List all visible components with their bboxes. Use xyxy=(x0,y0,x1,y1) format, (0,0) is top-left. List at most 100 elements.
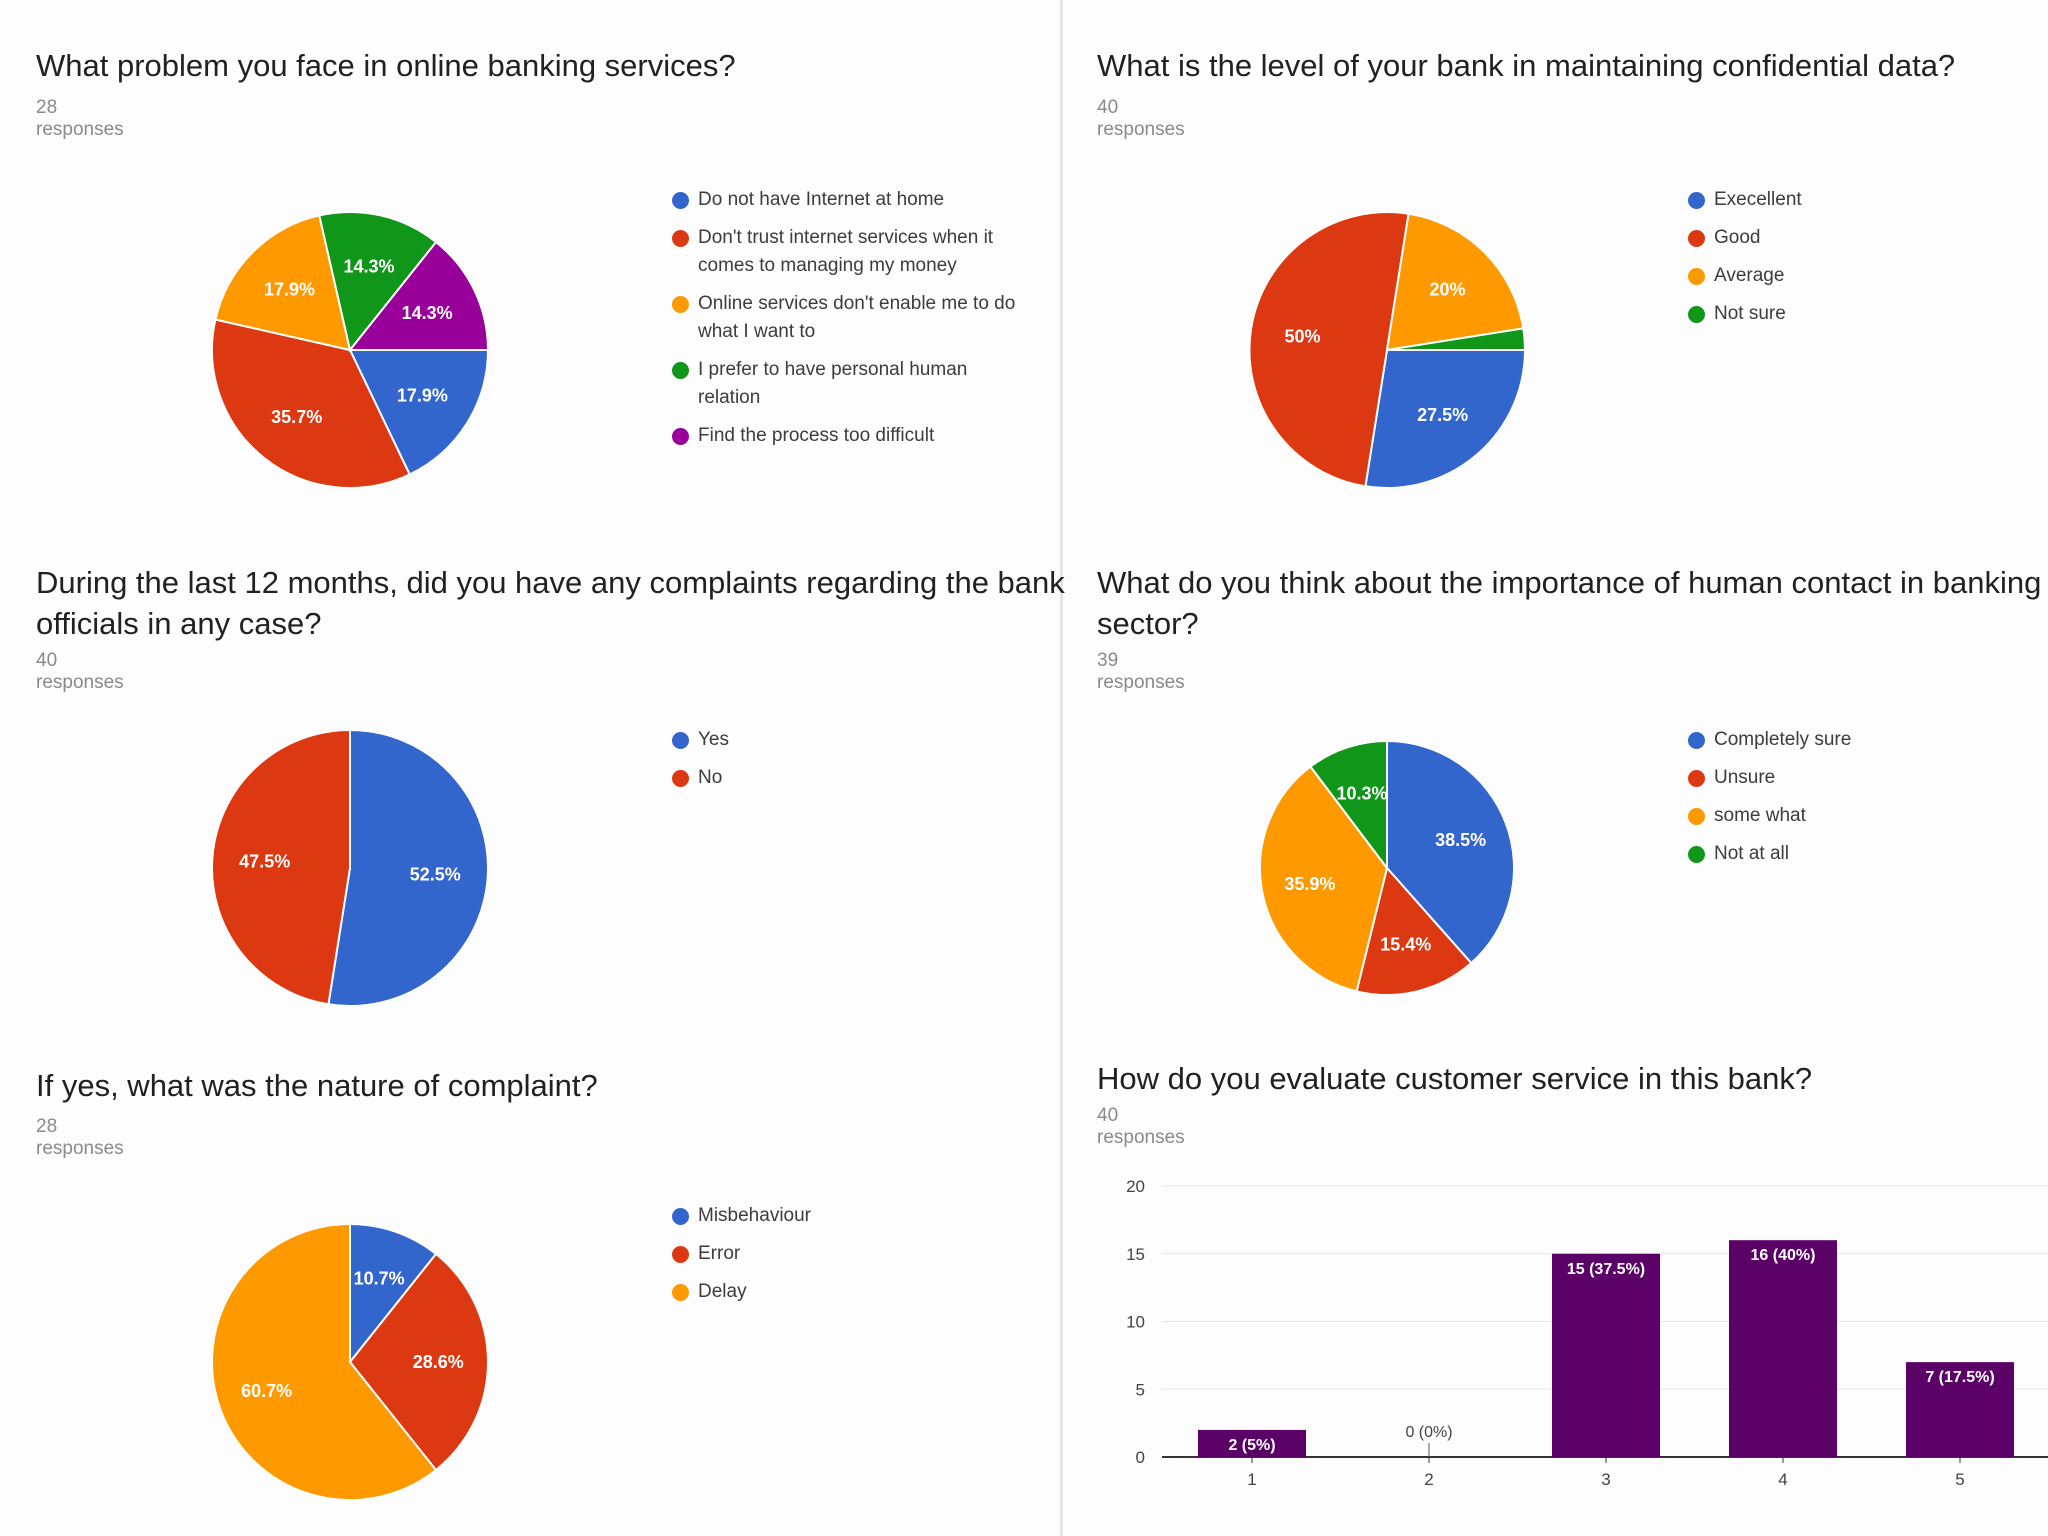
pie-slice-execellent xyxy=(1364,349,1527,489)
pie-slice-don-t-trust-internet-services-when-it-comes-to-managing-my-money xyxy=(211,318,412,489)
pie-chart: 10.7% 28.6% 60.7% xyxy=(211,1222,489,1501)
legend-swatch xyxy=(672,362,689,379)
legend-swatch xyxy=(672,230,689,247)
pie-slice-some-what xyxy=(1259,765,1389,993)
question-title: If yes, what was the nature of complaint… xyxy=(36,1068,598,1103)
legend-swatch xyxy=(672,770,689,787)
pie-chart: 27.5% 50% 20% xyxy=(1248,211,1527,489)
response-count: 28 responses xyxy=(36,1116,124,1159)
response-count: 28 responses xyxy=(36,97,124,140)
legend-swatch xyxy=(1688,770,1705,787)
bar-1 xyxy=(1198,1429,1306,1457)
pie-slice-label: 14.3% xyxy=(402,303,453,323)
legend-swatch xyxy=(672,192,689,209)
x-tick-label: 2 xyxy=(1424,1470,1433,1489)
chart-legend: Do not have Internet at home Don't trust … xyxy=(672,186,1032,460)
pie-slice-label: 52.5% xyxy=(410,865,461,885)
bar-data-label: 7 (17.5%) xyxy=(1925,1369,1994,1386)
legend-swatch xyxy=(1688,846,1705,863)
pie-slice-label: 15.4% xyxy=(1380,935,1431,955)
pie-slice-not-sure xyxy=(1386,327,1527,351)
pie-slice-label: 27.5% xyxy=(1417,405,1468,425)
legend-label: Not sure xyxy=(1714,303,1786,324)
legend-item-find-the-process-too-difficult: Find the process too difficult xyxy=(672,422,1032,450)
legend-label: I prefer to have personal human relation xyxy=(698,359,968,408)
pie-slice-label: 35.9% xyxy=(1284,874,1335,894)
x-tick-label: 5 xyxy=(1955,1470,1964,1489)
legend-label: Not at all xyxy=(1714,843,1789,864)
legend-item-unsure: Unsure xyxy=(1688,764,2018,792)
legend-item-not-sure: Not sure xyxy=(1688,300,2018,328)
legend-item-don-t-trust-internet-services-when-it-comes-to-managing-my-money: Don't trust internet services when it co… xyxy=(672,224,1032,280)
pie-slice-label: 17.9% xyxy=(264,280,315,300)
y-tick-label: 10 xyxy=(1126,1313,1145,1332)
chart-legend: Completely sure Unsure some what Not at all xyxy=(1688,726,2018,878)
legend-swatch xyxy=(1688,306,1705,323)
pie-chart: 17.9% 35.7% 17.9% 14.3% 14.3% xyxy=(211,211,490,489)
x-tick-label: 1 xyxy=(1247,1470,1256,1489)
legend-label: Delay xyxy=(698,1281,747,1302)
y-tick-label: 15 xyxy=(1126,1245,1145,1264)
legend-swatch xyxy=(1688,732,1705,749)
legend-swatch xyxy=(1688,808,1705,825)
legend-item-execellent: Execellent xyxy=(1688,186,2018,214)
legend-label: some what xyxy=(1714,805,1806,826)
legend-label: Error xyxy=(698,1243,741,1264)
pie-chart: 38.5% 15.4% 35.9% 10.3% xyxy=(1259,739,1515,996)
pie-slice-label: 60.7% xyxy=(241,1381,292,1401)
bar-data-label: 15 (37.5%) xyxy=(1567,1261,1645,1278)
y-tick-label: 5 xyxy=(1136,1380,1145,1399)
legend-item-some-what: some what xyxy=(1688,802,2018,830)
bar-data-label: 2 (5%) xyxy=(1228,1437,1275,1454)
legend-swatch xyxy=(1688,230,1705,247)
legend-label: Yes xyxy=(698,729,729,750)
question-title: What do you think about the importance o… xyxy=(1097,565,2042,600)
y-tick-label: 20 xyxy=(1126,1177,1145,1196)
pie-slice-label: 14.3% xyxy=(343,257,394,277)
legend-item-not-at-all: Not at all xyxy=(1688,840,2018,868)
pie-slice-label: 17.9% xyxy=(397,386,448,406)
question-title: How do you evaluate customer service in … xyxy=(1097,1061,1813,1096)
legend-label: Average xyxy=(1714,265,1785,286)
legend-label: No xyxy=(698,767,723,788)
bar-4 xyxy=(1729,1240,1837,1457)
question-title: What problem you face in online banking … xyxy=(36,48,736,83)
legend-item-i-prefer-to-have-personal-human-relation: I prefer to have personal human relation xyxy=(672,356,1032,412)
legend-swatch xyxy=(672,296,689,313)
legend-swatch xyxy=(672,1284,689,1301)
legend-swatch xyxy=(1688,192,1705,209)
bar-3 xyxy=(1552,1253,1660,1457)
response-count: 40 responses xyxy=(36,650,124,693)
legend-label: Unsure xyxy=(1714,767,1776,788)
pie-slice-label: 38.5% xyxy=(1435,830,1486,850)
bar-chart: 0 5 10 15 20 1 2 (5%) 2 0 (0%) 3 15 (37.5%) 4 16 (40… xyxy=(1126,1177,2048,1489)
response-count: 40 responses xyxy=(1097,1105,1185,1148)
bar-data-label: 16 (40%) xyxy=(1751,1247,1816,1264)
pie-slice-not-at-all xyxy=(1309,739,1388,871)
pie-slice-i-prefer-to-have-personal-human-relation xyxy=(318,211,438,353)
legend-label: Execellent xyxy=(1714,189,1802,210)
pie-chart: 52.5% 47.5% xyxy=(211,728,489,1007)
pie-slice-misbehaviour xyxy=(349,1222,438,1365)
pie-slice-error xyxy=(348,1252,489,1472)
response-count: 39 responses xyxy=(1097,650,1185,693)
response-count: 40 responses xyxy=(1097,97,1185,140)
legend-label: Misbehaviour xyxy=(698,1205,811,1226)
legend-swatch xyxy=(672,1208,689,1225)
question-title: During the last 12 months, did you have … xyxy=(36,565,1065,600)
bar-5 xyxy=(1906,1362,2014,1457)
question-title: What is the level of your bank in mainta… xyxy=(1097,48,1956,83)
legend-item-misbehaviour: Misbehaviour xyxy=(672,1202,1032,1230)
legend-item-completely-sure: Completely sure xyxy=(1688,726,2018,754)
pie-slice-completely-sure xyxy=(1386,739,1515,965)
x-tick-label: 3 xyxy=(1601,1470,1610,1489)
legend-item-do-not-have-internet-at-home: Do not have Internet at home xyxy=(672,186,1032,214)
chart-legend: Misbehaviour Error Delay xyxy=(672,1202,1032,1316)
pie-slice-label: 10.7% xyxy=(354,1269,405,1289)
pie-slice-label: 20% xyxy=(1429,280,1465,300)
legend-label: Good xyxy=(1714,227,1761,248)
legend-label: Completely sure xyxy=(1714,729,1852,750)
pie-slice-online-services-don-t-enable-me-to-do-what-i-want-to xyxy=(214,214,352,352)
legend-label: Find the process too difficult xyxy=(698,425,935,446)
pie-slice-no xyxy=(211,728,351,1006)
